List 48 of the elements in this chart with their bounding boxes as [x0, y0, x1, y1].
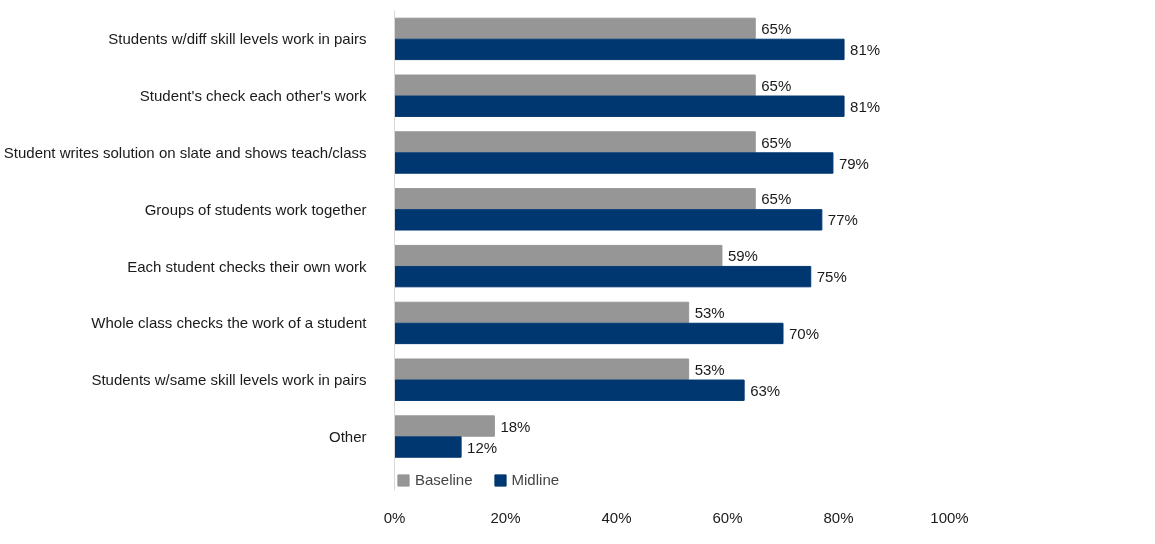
bar [394, 131, 756, 153]
bar [394, 301, 690, 324]
x-tick-label: 100% [930, 508, 969, 526]
data-label: 65% [761, 190, 792, 208]
y-tick-label: Students w/diff skill levels work in pairs [108, 30, 367, 48]
data-label: 12% [467, 438, 498, 456]
legend-label: Midline [511, 471, 560, 488]
y-tick-label: Other [328, 428, 367, 446]
bar [394, 74, 756, 96]
bar [394, 244, 723, 267]
x-tick-label: 80% [823, 508, 854, 526]
y-tick-label: Student writes solution on slate and shows teach/class [3, 144, 367, 162]
y-tick-label: Whole class checks the work of a student [91, 314, 368, 332]
data-label: 65% [761, 76, 792, 94]
data-label: 81% [850, 40, 881, 58]
bar [394, 322, 784, 345]
data-label: 65% [761, 133, 792, 151]
data-label: 63% [750, 381, 781, 399]
data-label: 18% [500, 417, 531, 435]
x-tick-label: 20% [490, 508, 521, 526]
bar [394, 95, 845, 117]
bar [394, 38, 845, 61]
bar [394, 17, 756, 40]
bar [394, 436, 462, 458]
y-tick-label: Groups of students work together [144, 200, 367, 218]
x-tick-label: 40% [601, 508, 632, 526]
bar [394, 265, 812, 288]
y-tick-label: Student's check each other's work [139, 87, 367, 105]
data-label: 59% [727, 247, 758, 265]
bar [394, 188, 756, 210]
legend-label: Baseline [415, 471, 473, 488]
data-label: 79% [838, 154, 869, 172]
data-label: 70% [789, 324, 820, 342]
data-label: 65% [761, 19, 792, 37]
bar [394, 415, 495, 437]
bar [394, 358, 690, 380]
data-label: 53% [694, 360, 725, 378]
bar [394, 209, 823, 231]
x-tick-label: 60% [712, 508, 743, 526]
data-label: 77% [827, 211, 858, 229]
y-tick-label: Each student checks their own work [127, 257, 367, 275]
data-label: 75% [816, 268, 847, 286]
data-label: 53% [694, 303, 725, 321]
bar [394, 379, 745, 401]
bar [394, 152, 834, 174]
data-label: 81% [850, 97, 881, 115]
y-tick-label: Students w/same skill levels work in pairs [91, 371, 367, 389]
x-tick-label: 0% [383, 508, 406, 526]
